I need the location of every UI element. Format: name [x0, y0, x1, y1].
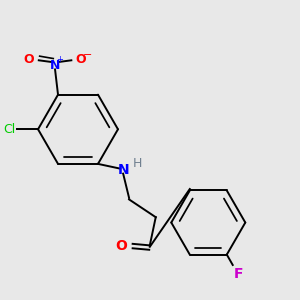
- Text: O: O: [24, 52, 34, 66]
- Text: O: O: [116, 239, 127, 253]
- Text: F: F: [234, 267, 244, 281]
- Text: O: O: [76, 52, 86, 66]
- Text: H: H: [133, 158, 142, 170]
- Text: Cl: Cl: [4, 123, 16, 136]
- Text: N: N: [50, 58, 60, 71]
- Text: N: N: [117, 163, 129, 177]
- Text: +: +: [56, 55, 63, 64]
- Text: −: −: [82, 50, 92, 60]
